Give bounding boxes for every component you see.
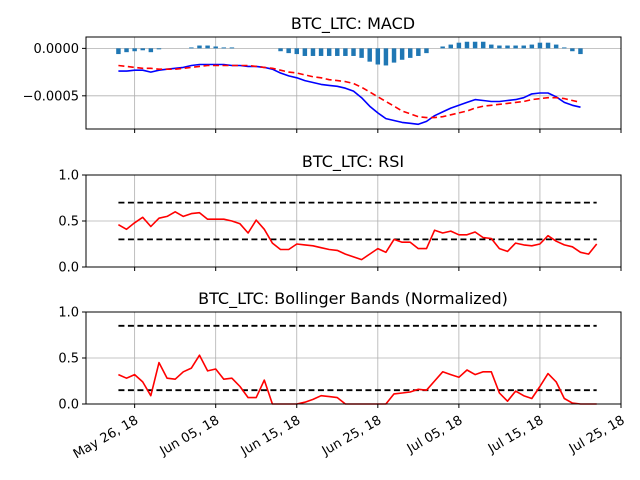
macd-line xyxy=(118,63,581,126)
macd-histogram-bar xyxy=(424,48,429,54)
macd-histogram-bar xyxy=(148,48,154,53)
x-date-label: Jul 05, 18 xyxy=(404,413,465,457)
macd-histogram-bar xyxy=(383,48,389,66)
macd-histogram-bar xyxy=(302,48,308,56)
macd-histogram-bar xyxy=(537,42,543,49)
y-tick-label: −0.0005 xyxy=(23,89,79,104)
macd-panel: BTC_LTC: MACD 0.0000 −0.0005 xyxy=(23,14,622,133)
macd-histogram-bar xyxy=(124,48,129,53)
macd-histogram-bar xyxy=(286,48,291,54)
macd-histogram-bar xyxy=(562,47,567,49)
signal-line xyxy=(118,64,581,119)
macd-histogram-bar xyxy=(294,48,299,55)
macd-histogram-bar xyxy=(553,44,559,49)
bollinger-y-axis: 0.0 0.5 1.0 xyxy=(58,306,86,413)
macd-histogram-bar xyxy=(489,44,494,49)
macd-histogram-bar xyxy=(408,48,413,58)
macd-series xyxy=(116,41,583,126)
rsi-series xyxy=(118,201,598,261)
macd-histogram-bar xyxy=(505,45,510,49)
macd-histogram-bar xyxy=(416,48,421,56)
macd-axes-frame xyxy=(85,36,622,130)
macd-histogram-bar xyxy=(335,48,340,56)
y-tick-label: 0.0000 xyxy=(34,42,80,57)
macd-histogram-bar xyxy=(399,48,405,60)
macd-histogram-bar xyxy=(205,45,210,49)
bollinger-title: BTC_LTC: Bollinger Bands (Normalized) xyxy=(198,289,508,309)
macd-histogram-bar xyxy=(189,47,194,49)
macd-histogram-bar xyxy=(570,48,575,52)
macd-histogram-bar xyxy=(359,48,364,58)
macd-histogram-bar xyxy=(116,48,121,55)
macd-histogram-bar xyxy=(229,47,235,49)
macd-histogram-bar xyxy=(480,41,486,49)
macd-histogram-bar xyxy=(391,48,397,63)
y-tick-label: 0.0 xyxy=(58,261,79,276)
y-tick-label: 1.0 xyxy=(58,169,79,184)
x-date-label: May 26, 18 xyxy=(71,413,141,462)
bollinger-line xyxy=(118,354,597,405)
bollinger-panel: BTC_LTC: Bollinger Bands (Normalized) 0.… xyxy=(58,289,627,462)
macd-histogram-bar xyxy=(497,45,502,49)
rsi-x-axis xyxy=(134,267,622,271)
macd-histogram-bar xyxy=(132,48,137,52)
macd-histogram-bar xyxy=(440,46,445,49)
x-date-label: Jun 05, 18 xyxy=(157,413,222,459)
macd-title: BTC_LTC: MACD xyxy=(291,14,415,34)
macd-histogram-bar xyxy=(464,41,470,49)
x-date-label: Jun 25, 18 xyxy=(319,413,384,459)
macd-histogram-bar xyxy=(472,41,478,49)
y-tick-label: 0.0 xyxy=(58,398,79,413)
rsi-grid xyxy=(86,174,622,268)
macd-histogram-bar xyxy=(221,47,227,49)
macd-histogram-bar xyxy=(343,48,348,56)
macd-histogram-bar xyxy=(197,45,202,49)
bollinger-x-axis xyxy=(134,404,622,408)
rsi-y-axis: 0.0 0.5 1.0 xyxy=(58,169,86,276)
date-axis-labels: May 26, 18 Jun 05, 18 Jun 15, 18 Jun 25, 18… xyxy=(71,413,628,462)
macd-histogram-bar xyxy=(156,48,162,50)
x-date-label: Jul 25, 18 xyxy=(566,413,627,457)
x-date-label: Jul 15, 18 xyxy=(485,413,546,457)
macd-histogram-bar xyxy=(351,48,356,56)
bollinger-series xyxy=(118,324,597,405)
rsi-line xyxy=(118,211,598,261)
macd-histogram-bar xyxy=(310,48,316,56)
macd-histogram-bar xyxy=(448,44,454,49)
macd-histogram-bar xyxy=(578,48,583,55)
macd-histogram-bar xyxy=(456,42,462,49)
macd-y-axis: 0.0000 −0.0005 xyxy=(23,42,86,104)
macd-histogram-bar xyxy=(213,46,218,49)
macd-histogram-bar xyxy=(513,45,518,49)
macd-histogram-bar xyxy=(140,48,145,51)
macd-histogram-bar xyxy=(318,48,324,56)
x-date-label: Jun 15, 18 xyxy=(238,413,303,459)
macd-histogram-bar xyxy=(326,48,332,56)
macd-histogram-bar xyxy=(521,45,526,49)
y-tick-label: 0.5 xyxy=(58,352,79,367)
rsi-title: BTC_LTC: RSI xyxy=(302,152,404,172)
macd-histogram-bar xyxy=(545,42,551,49)
y-tick-label: 0.5 xyxy=(58,215,79,230)
macd-histogram-bar xyxy=(375,48,381,65)
macd-histogram-bar xyxy=(529,44,535,49)
y-tick-label: 1.0 xyxy=(58,306,79,321)
macd-x-axis xyxy=(134,129,622,133)
macd-histogram-bar xyxy=(367,48,372,62)
macd-histogram-bar xyxy=(278,48,283,52)
rsi-panel: BTC_LTC: RSI 0.0 0.5 1.0 xyxy=(58,152,622,276)
